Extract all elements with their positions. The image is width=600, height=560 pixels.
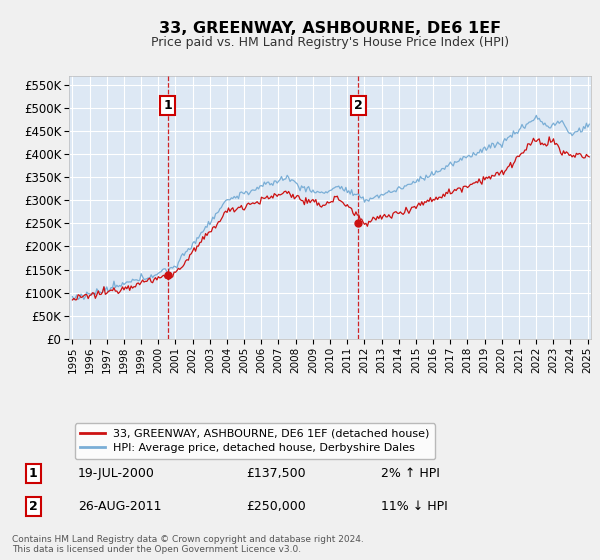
Text: Contains HM Land Registry data © Crown copyright and database right 2024.
This d: Contains HM Land Registry data © Crown c… [12,535,364,554]
Text: 2% ↑ HPI: 2% ↑ HPI [381,466,440,480]
Legend: 33, GREENWAY, ASHBOURNE, DE6 1EF (detached house), HPI: Average price, detached : 33, GREENWAY, ASHBOURNE, DE6 1EF (detach… [74,423,436,459]
Text: £250,000: £250,000 [246,500,306,514]
Text: 2: 2 [29,500,37,514]
Text: £137,500: £137,500 [246,466,305,480]
Text: 1: 1 [163,99,172,112]
Text: 11% ↓ HPI: 11% ↓ HPI [381,500,448,514]
Text: 1: 1 [29,466,37,480]
Text: 19-JUL-2000: 19-JUL-2000 [78,466,155,480]
Text: 33, GREENWAY, ASHBOURNE, DE6 1EF: 33, GREENWAY, ASHBOURNE, DE6 1EF [159,21,501,36]
Text: Price paid vs. HM Land Registry's House Price Index (HPI): Price paid vs. HM Land Registry's House … [151,36,509,49]
Text: 2: 2 [354,99,363,112]
Text: 26-AUG-2011: 26-AUG-2011 [78,500,161,514]
